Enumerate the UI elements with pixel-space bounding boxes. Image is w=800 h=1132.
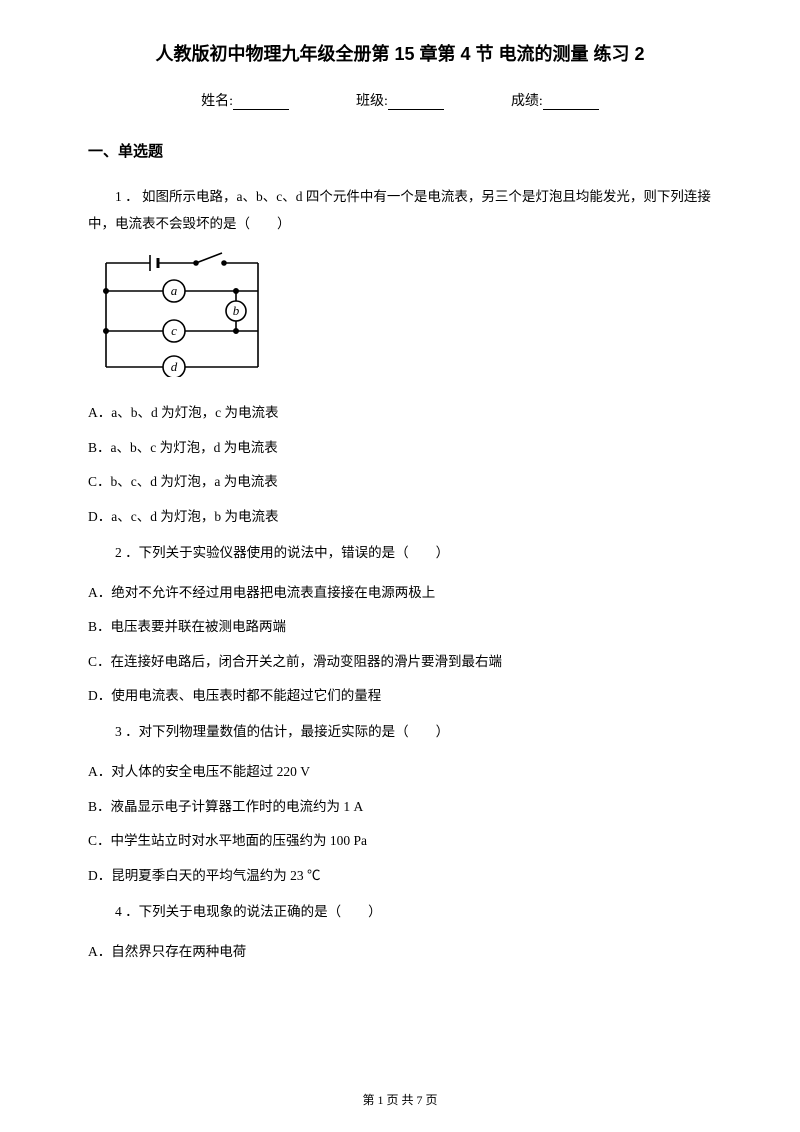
q1-optB: B．a、b、c 为灯泡，d 为电流表 — [88, 435, 712, 461]
q4-text: 4 ．下列关于电现象的说法正确的是（ ） — [88, 898, 712, 925]
q1-optD: D．a、c、d 为灯泡，b 为电流表 — [88, 504, 712, 530]
circuit-label-b: b — [233, 303, 240, 318]
q3-optB: B．液晶显示电子计算器工作时的电流约为 1 A — [88, 794, 712, 820]
q3-optA: A．对人体的安全电压不能超过 220 V — [88, 759, 712, 785]
class-label: 班级: — [356, 90, 388, 110]
circuit-label-d: d — [171, 359, 178, 374]
q1-text: 1 ． 如图所示电路，a、b、c、d 四个元件中有一个是电流表，另三个是灯泡且均… — [88, 183, 712, 237]
q2-optC: C．在连接好电路后，闭合开关之前，滑动变阻器的滑片要滑到最右端 — [88, 649, 712, 675]
q3-optC: C．中学生站立时对水平地面的压强约为 100 Pa — [88, 828, 712, 854]
score-blank — [543, 96, 599, 110]
q2-optB: B．电压表要并联在被测电路两端 — [88, 614, 712, 640]
page-title: 人教版初中物理九年级全册第 15 章第 4 节 电流的测量 练习 2 — [88, 40, 712, 66]
name-blank — [233, 96, 289, 110]
circuit-label-c: c — [171, 323, 177, 338]
section-heading: 一、单选题 — [88, 140, 712, 161]
q2-optD: D．使用电流表、电压表时都不能超过它们的量程 — [88, 683, 712, 709]
score-label: 成绩: — [511, 90, 543, 110]
q1-optC: C．b、c、d 为灯泡，a 为电流表 — [88, 469, 712, 495]
name-label: 姓名: — [201, 90, 233, 110]
circuit-label-a: a — [171, 283, 178, 298]
q4-optA: A．自然界只存在两种电荷 — [88, 939, 712, 965]
info-line: 姓名: 班级: 成绩: — [88, 90, 712, 110]
q3-text: 3 ．对下列物理量数值的估计，最接近实际的是（ ） — [88, 718, 712, 745]
q2-optA: A．绝对不允许不经过用电器把电流表直接接在电源两极上 — [88, 580, 712, 606]
page-footer: 第 1 页 共 7 页 — [0, 1091, 800, 1108]
q3-optD: D．昆明夏季白天的平均气温约为 23 ℃ — [88, 863, 712, 889]
q2-text: 2 ．下列关于实验仪器使用的说法中，错误的是（ ） — [88, 539, 712, 566]
q1-optA: A．a、b、d 为灯泡，c 为电流表 — [88, 400, 712, 426]
class-blank — [388, 96, 444, 110]
circuit-diagram: a b c d — [88, 249, 276, 377]
